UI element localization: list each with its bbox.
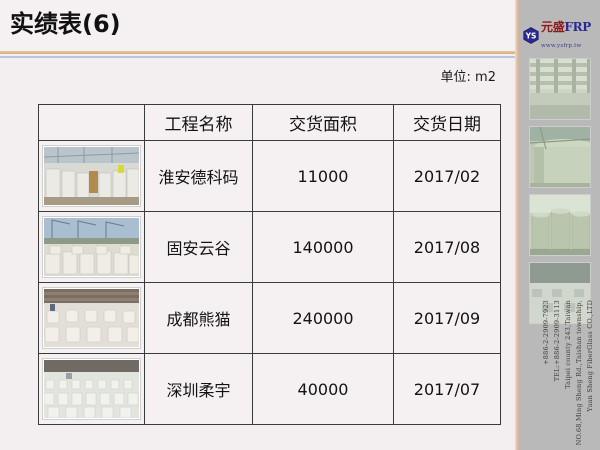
address-line-4: +886-2-2909-7923 <box>542 300 550 365</box>
construction-site-white-tanks-row <box>44 147 139 205</box>
table-row: 淮安德科码 11000 2017/02 <box>38 140 501 212</box>
tank-field-with-cranes <box>44 218 139 276</box>
cell-delivery-date: 2017/09 <box>393 282 501 354</box>
logo-text-block: 元盛FRP www.ysfrp.tw <box>541 19 597 51</box>
cell-project-name: 固安云谷 <box>144 211 253 283</box>
divider-blue <box>0 56 519 58</box>
table-header-row: 工程名称 交货面积 交货日期 <box>38 104 501 141</box>
divider-orange <box>0 51 519 54</box>
sidebar-photo-2 <box>529 194 591 256</box>
cell-project-name: 深圳柔宇 <box>144 353 253 425</box>
project-thumbnail-3 <box>42 358 141 420</box>
address-line-3: TEL:+886-2-2909-3113 <box>553 300 561 382</box>
address-line-0: Yuan Sheng FiberGlass CO.,LTD <box>586 300 594 412</box>
company-logo: YS 元盛FRP www.ysfrp.tw <box>523 19 597 51</box>
project-thumbnail-2 <box>42 287 141 349</box>
cell-delivery-area: 11000 <box>252 140 394 212</box>
cell-thumbnail <box>38 282 145 354</box>
cell-delivery-area: 140000 <box>252 211 394 283</box>
sidebar-photo-3 <box>529 262 591 324</box>
performance-table: 工程名称 交货面积 交货日期 淮安德科码 11000 2017/02 <box>38 104 501 425</box>
column-header-delivery-area: 交货面积 <box>252 104 394 141</box>
project-thumbnail-0 <box>42 145 141 207</box>
ys-hexagon-icon: YS <box>523 26 539 44</box>
cell-delivery-date: 2017/07 <box>393 353 501 425</box>
ys-badge-text: YS <box>525 31 537 40</box>
column-header-thumbnail <box>38 104 145 141</box>
logo-brand-en: FRP <box>564 20 592 34</box>
logo-wordmark: 元盛FRP <box>541 20 591 34</box>
cell-thumbnail <box>38 211 145 283</box>
column-header-project-name: 工程名称 <box>144 104 253 141</box>
dense-tank-array-indoor <box>44 360 139 418</box>
tank-array-under-roof <box>44 289 139 347</box>
sidebar-photo-0 <box>529 58 591 120</box>
address-line-2: Taipei county 243,Taiwan <box>564 300 572 389</box>
sidebar: YS 元盛FRP www.ysfrp.tw <box>519 0 600 450</box>
table-row: 成都熊猫 240000 2017/09 <box>38 282 501 354</box>
address-line-1: NO.68,Ming Sheng Rd.,Taishan township, <box>575 300 583 446</box>
table-row: 深圳柔宇 40000 2017/07 <box>38 353 501 425</box>
sidebar-edge-stripe <box>515 0 519 450</box>
cell-project-name: 成都熊猫 <box>144 282 253 354</box>
logo-brand-cn: 元盛 <box>541 20 565 34</box>
cell-delivery-area: 240000 <box>252 282 394 354</box>
sidebar-photo-1 <box>529 126 591 188</box>
cell-delivery-area: 40000 <box>252 353 394 425</box>
project-thumbnail-1 <box>42 216 141 278</box>
cell-thumbnail <box>38 140 145 212</box>
page-title: 实绩表(6) <box>10 10 121 38</box>
cell-project-name: 淮安德科码 <box>144 140 253 212</box>
cell-thumbnail <box>38 353 145 425</box>
company-address-block: Yuan Sheng FiberGlass CO.,LTD NO.68,Ming… <box>519 300 600 445</box>
logo-url: www.ysfrp.tw <box>541 43 582 49</box>
title-bar: 实绩表(6) <box>0 0 519 52</box>
table-row: 固安云谷 140000 2017/08 <box>38 211 501 283</box>
column-header-delivery-date: 交货日期 <box>393 104 501 141</box>
cell-delivery-date: 2017/08 <box>393 211 501 283</box>
unit-note: 单位: m2 <box>440 70 496 85</box>
cell-delivery-date: 2017/02 <box>393 140 501 212</box>
